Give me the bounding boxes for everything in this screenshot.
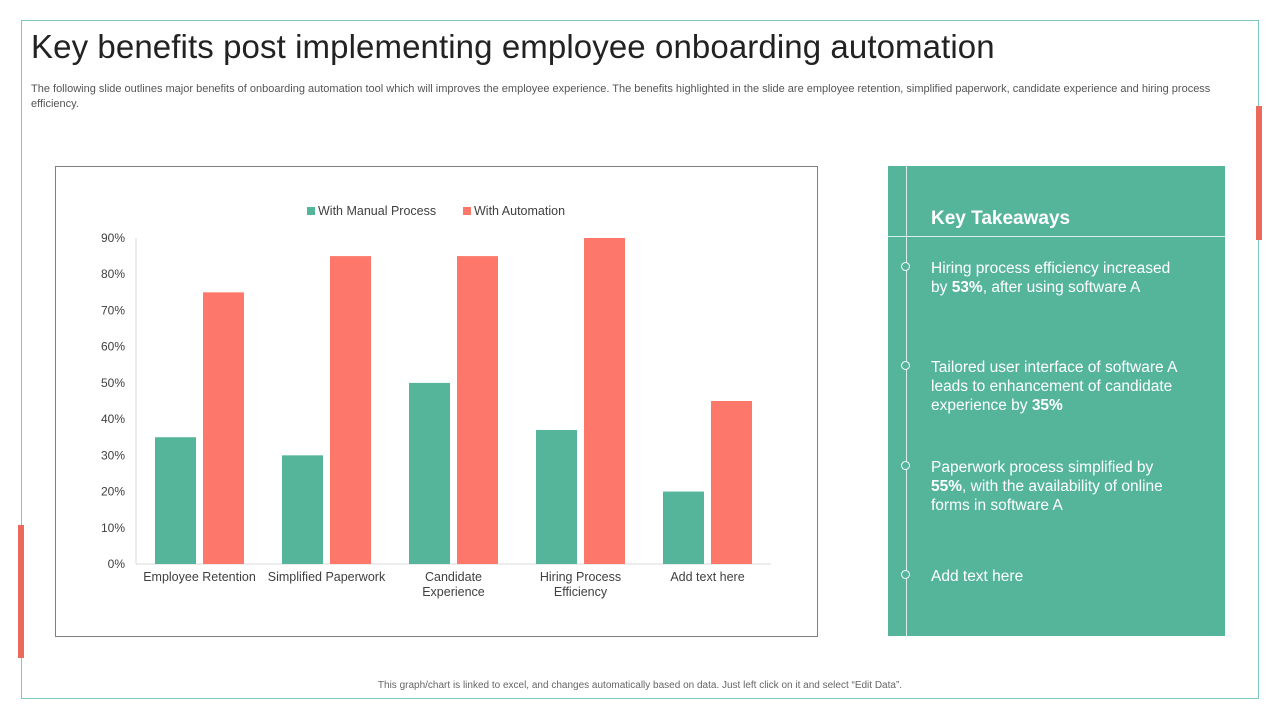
x-tick-label: Efficiency xyxy=(554,585,608,599)
bullet-circle-icon xyxy=(901,361,910,370)
x-tick-label: Employee Retention xyxy=(143,570,256,584)
bar-automation xyxy=(584,238,625,564)
y-tick-label: 30% xyxy=(101,448,125,462)
x-tick-label: Candidate xyxy=(425,570,482,584)
bar-manual-process xyxy=(536,429,577,564)
bar-automation xyxy=(711,401,752,564)
legend-label-automation: With Automation xyxy=(474,204,565,218)
bullet-circle-icon xyxy=(901,570,910,579)
accent-bar-right xyxy=(1256,106,1262,240)
y-tick-label: 20% xyxy=(101,485,125,499)
accent-bar-left xyxy=(18,525,24,658)
slide-frame xyxy=(21,20,1259,699)
takeaway-text: Hiring process efficiency increased by 5… xyxy=(931,260,1171,296)
bullet-circle-icon xyxy=(901,461,910,470)
y-tick-label: 80% xyxy=(101,267,125,281)
legend-label-manual: With Manual Process xyxy=(318,204,436,218)
bar-automation xyxy=(203,292,244,564)
takeaway-text: Paperwork process simplified by 55%, wit… xyxy=(931,459,1163,514)
bar-manual-process xyxy=(282,455,323,564)
page-title: Key benefits post implementing employee … xyxy=(31,28,995,65)
page-subtitle: The following slide outlines major benef… xyxy=(31,83,1211,110)
footer-note: This graph/chart is linked to excel, and… xyxy=(377,680,903,691)
y-tick-label: 50% xyxy=(101,376,125,390)
x-tick-label: Add text here xyxy=(670,570,744,584)
bullet-circle-icon xyxy=(901,262,910,271)
bar-automation xyxy=(457,256,498,564)
takeaway-text: Add text here xyxy=(931,568,1024,585)
chart-container[interactable]: 0% 10% 20% 30% 40% 50% 60% 70% 80% 90% Employee Re… xyxy=(55,166,818,637)
legend-swatch-automation xyxy=(463,207,471,215)
legend-swatch-manual xyxy=(307,207,315,215)
bar-chart: 0% 10% 20% 30% 40% 50% 60% 70% 80% 90% Employee Re… xyxy=(101,204,771,599)
timeline-line xyxy=(906,166,907,636)
takeaway-text: Tailored user interface of software A le… xyxy=(931,359,1177,414)
y-tick-label: 60% xyxy=(101,340,125,354)
key-takeaways-panel: Key Takeaways Hiring process efficiency … xyxy=(888,166,1225,636)
bar-manual-process xyxy=(409,382,450,564)
y-tick-label: 10% xyxy=(101,521,125,535)
takeaways-title: Key Takeaways xyxy=(931,208,1071,229)
bar-manual-process xyxy=(663,491,704,564)
y-tick-label: 70% xyxy=(101,303,125,317)
x-tick-label: Experience xyxy=(422,585,485,599)
bar-manual-process xyxy=(155,437,196,564)
x-tick-label: Hiring Process xyxy=(540,570,621,584)
y-tick-label: 40% xyxy=(101,412,125,426)
y-tick-label: 0% xyxy=(108,557,126,571)
bar-automation xyxy=(330,256,371,564)
y-tick-label: 90% xyxy=(101,231,125,245)
header-divider xyxy=(888,236,1225,237)
x-tick-label: Simplified Paperwork xyxy=(268,570,386,584)
